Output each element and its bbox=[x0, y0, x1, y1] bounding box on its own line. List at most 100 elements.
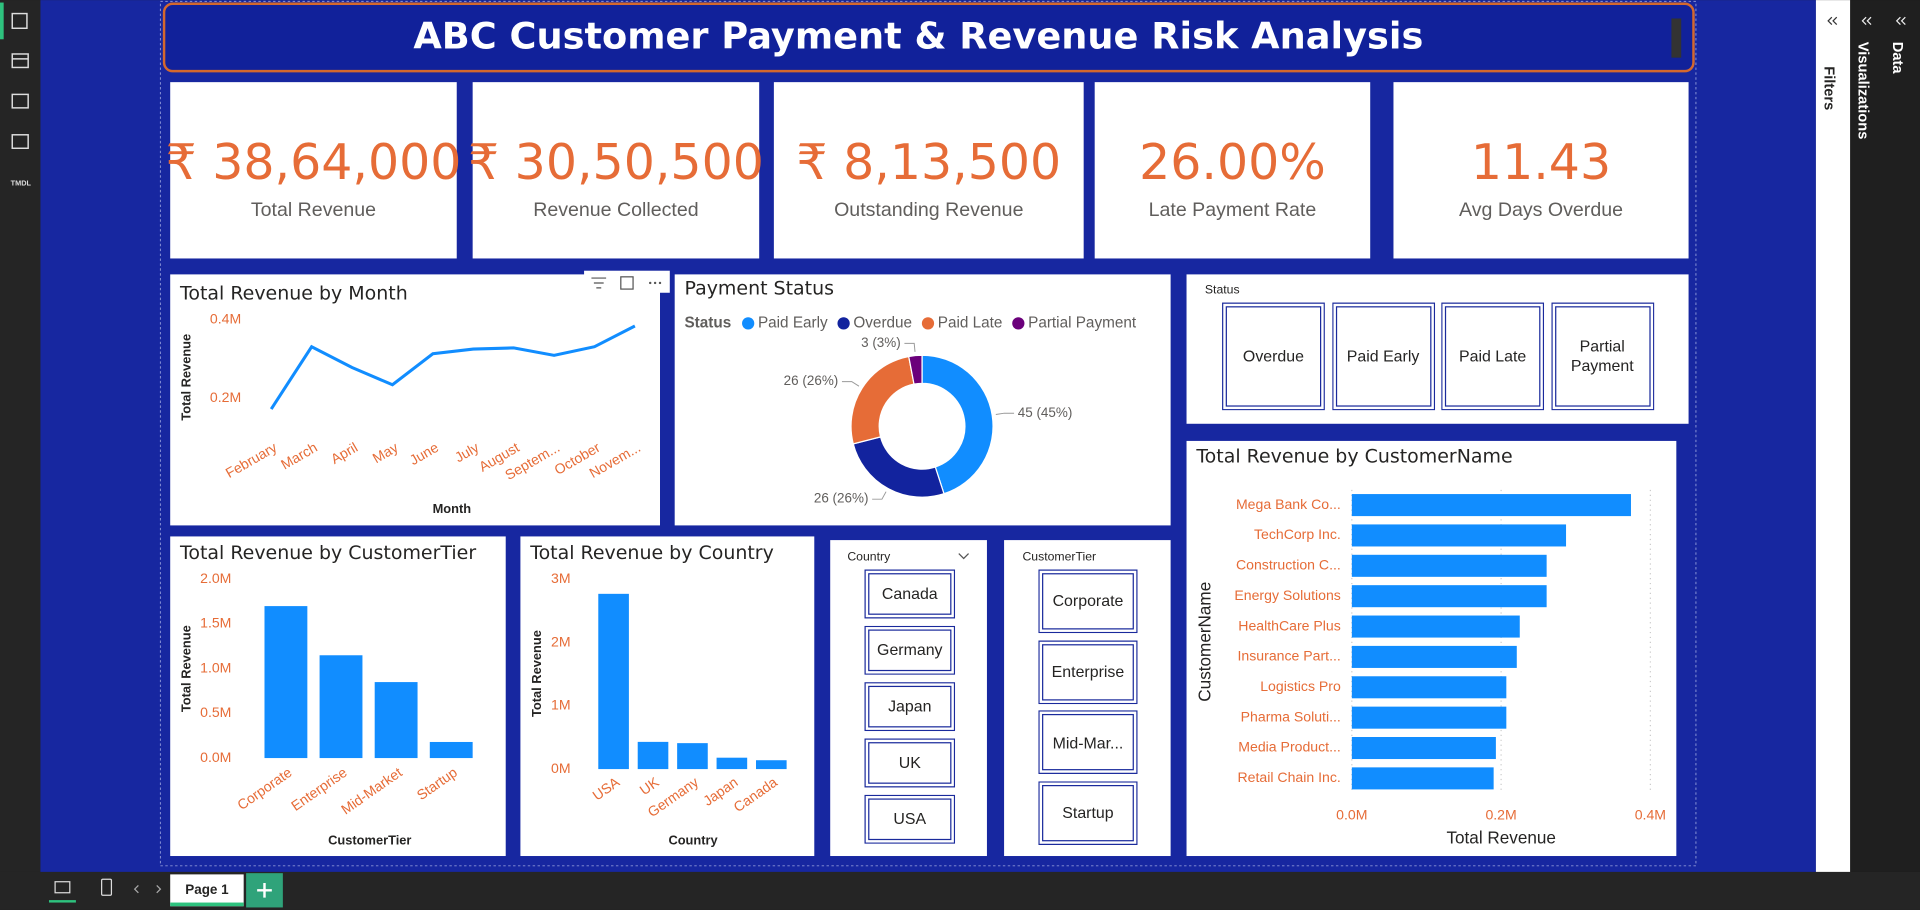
sidebar bbox=[0, 0, 41, 872]
y-tick-label: 0.5M bbox=[200, 704, 231, 720]
slicer-item[interactable]: Overdue bbox=[1222, 302, 1325, 411]
bar bbox=[1351, 585, 1547, 608]
legend-label: Overdue bbox=[853, 314, 912, 331]
legend-title: Status bbox=[684, 314, 731, 331]
bar bbox=[637, 741, 669, 770]
sidebar-icons[interactable] bbox=[11, 12, 29, 149]
y-tick-label: 0.4M bbox=[210, 310, 241, 326]
slicer-item-label[interactable]: USA bbox=[864, 794, 956, 844]
header-box bbox=[162, 2, 1695, 73]
slicer-item-label[interactable]: Partial Payment bbox=[1550, 302, 1654, 411]
filters-pane[interactable] bbox=[1815, 0, 1851, 872]
line-series bbox=[269, 324, 636, 410]
bar bbox=[716, 757, 748, 770]
x-tick-label: 0.4M bbox=[1635, 806, 1666, 822]
bar bbox=[1351, 767, 1494, 790]
slicer-item[interactable]: Canada bbox=[864, 569, 956, 619]
slicer-item-label[interactable]: Japan bbox=[864, 682, 956, 732]
bar bbox=[319, 655, 363, 759]
legend-label: Partial Payment bbox=[1028, 314, 1137, 331]
donut-slice bbox=[908, 354, 923, 385]
slicer-item-label[interactable]: UK bbox=[864, 738, 956, 788]
kpi-label: Outstanding Revenue bbox=[834, 199, 1023, 221]
desktop-view-icon[interactable] bbox=[54, 881, 71, 894]
slicer-item[interactable]: Japan bbox=[864, 682, 956, 732]
filter-icon[interactable] bbox=[591, 277, 607, 289]
bar bbox=[1351, 524, 1567, 547]
bar bbox=[429, 741, 473, 759]
kpi-card bbox=[773, 82, 1084, 259]
slicer-item-label[interactable]: Mid-Mar... bbox=[1038, 710, 1138, 775]
slicer-title: CustomerTier bbox=[1022, 549, 1096, 563]
y-tick-label: TechCorp Inc. bbox=[1254, 526, 1341, 542]
slicer-item[interactable]: Startup bbox=[1038, 781, 1138, 846]
kpi-value: 11.43 bbox=[1471, 134, 1611, 191]
page-tab-indicator bbox=[170, 902, 244, 907]
slicer-item-label[interactable]: Paid Early bbox=[1331, 302, 1435, 411]
slicer-item[interactable]: Partial Payment bbox=[1550, 302, 1654, 411]
kpi-value: ₹ 30,50,500 bbox=[468, 134, 764, 191]
slicer-item[interactable]: UK bbox=[864, 738, 956, 788]
slicer-item-label[interactable]: Startup bbox=[1038, 781, 1138, 846]
pane-label[interactable]: Visualizations bbox=[1855, 42, 1871, 140]
visual-header-icons[interactable] bbox=[584, 270, 670, 293]
kpi-label: Revenue Collected bbox=[533, 199, 698, 221]
bar bbox=[756, 760, 787, 770]
slicer-item-label[interactable]: Paid Late bbox=[1441, 302, 1545, 411]
slicer-title: Status bbox=[1205, 283, 1240, 297]
slicer-item[interactable]: Mid-Mar... bbox=[1038, 710, 1138, 775]
x-tick-label: 0.0M bbox=[1336, 806, 1367, 822]
x-tick-label: 0.2M bbox=[1485, 806, 1516, 822]
kpi-card bbox=[472, 82, 760, 259]
slicer-item-label[interactable]: Enterprise bbox=[1038, 640, 1138, 704]
legend-label: Paid Early bbox=[758, 314, 828, 331]
y-tick-label: 1.0M bbox=[200, 659, 231, 675]
mobile-view-icon[interactable] bbox=[101, 878, 113, 896]
slicer-item-label[interactable]: Germany bbox=[864, 625, 956, 675]
y-axis-title: Total Revenue bbox=[179, 334, 194, 421]
slicer-item[interactable]: Paid Late bbox=[1441, 302, 1545, 411]
legend-label: Paid Late bbox=[938, 314, 1003, 331]
table-icon[interactable] bbox=[11, 53, 29, 69]
report-icon[interactable] bbox=[11, 12, 28, 29]
y-tick-label: 1M bbox=[551, 697, 571, 713]
model-icon[interactable] bbox=[11, 93, 29, 109]
slicer-item[interactable]: Paid Early bbox=[1331, 302, 1435, 411]
status-slicer-card bbox=[1186, 274, 1689, 424]
y-tick-label: 1.5M bbox=[200, 615, 231, 631]
chart-title: Total Revenue by CustomerName bbox=[1195, 445, 1512, 467]
slicer-item[interactable]: Enterprise bbox=[1038, 640, 1138, 704]
page-tab[interactable] bbox=[170, 874, 244, 907]
more-dot[interactable] bbox=[648, 281, 652, 285]
slicer-item[interactable]: Corporate bbox=[1038, 569, 1138, 634]
slicer-item[interactable]: Germany bbox=[864, 625, 956, 675]
slicer-item-label[interactable]: Corporate bbox=[1038, 569, 1138, 634]
dropdown-chevron[interactable] bbox=[958, 553, 970, 560]
kpi-value: ₹ 8,13,500 bbox=[796, 134, 1061, 191]
y-tick-label: 0.0M bbox=[200, 749, 231, 765]
y-tick-label: Mega Bank Co... bbox=[1236, 496, 1341, 512]
slicer-item-label[interactable]: Overdue bbox=[1222, 302, 1325, 411]
dax-icon[interactable] bbox=[11, 134, 29, 149]
pane-label[interactable]: Data bbox=[1889, 42, 1905, 75]
kpi-value: 26.00% bbox=[1139, 134, 1326, 191]
y-tick-label: Energy Solutions bbox=[1234, 587, 1340, 603]
page-tab-label[interactable]: Page 1 bbox=[185, 882, 229, 897]
slicer-item[interactable]: USA bbox=[864, 794, 956, 844]
y-tick-label: Construction C... bbox=[1236, 557, 1341, 573]
chart-title: Total Revenue by CustomerTier bbox=[179, 542, 476, 564]
pane-label[interactable]: Filters bbox=[1820, 66, 1836, 110]
y-tick-label: Media Product... bbox=[1238, 739, 1341, 755]
focus-icon[interactable] bbox=[620, 276, 634, 290]
tmdl-icon[interactable]: TMDL bbox=[11, 179, 32, 188]
slicer-item-label[interactable]: Canada bbox=[864, 569, 956, 619]
chart-title: Total Revenue by Month bbox=[179, 282, 408, 304]
page-nav[interactable] bbox=[133, 884, 162, 894]
active-indicator bbox=[0, 2, 4, 40]
collapse-icon[interactable] bbox=[1827, 16, 1838, 26]
chart-title: Total Revenue by Country bbox=[529, 542, 774, 564]
collapse-icon[interactable] bbox=[1861, 16, 1906, 26]
x-axis-title: Total Revenue bbox=[1446, 827, 1555, 847]
leader-line bbox=[904, 342, 916, 352]
